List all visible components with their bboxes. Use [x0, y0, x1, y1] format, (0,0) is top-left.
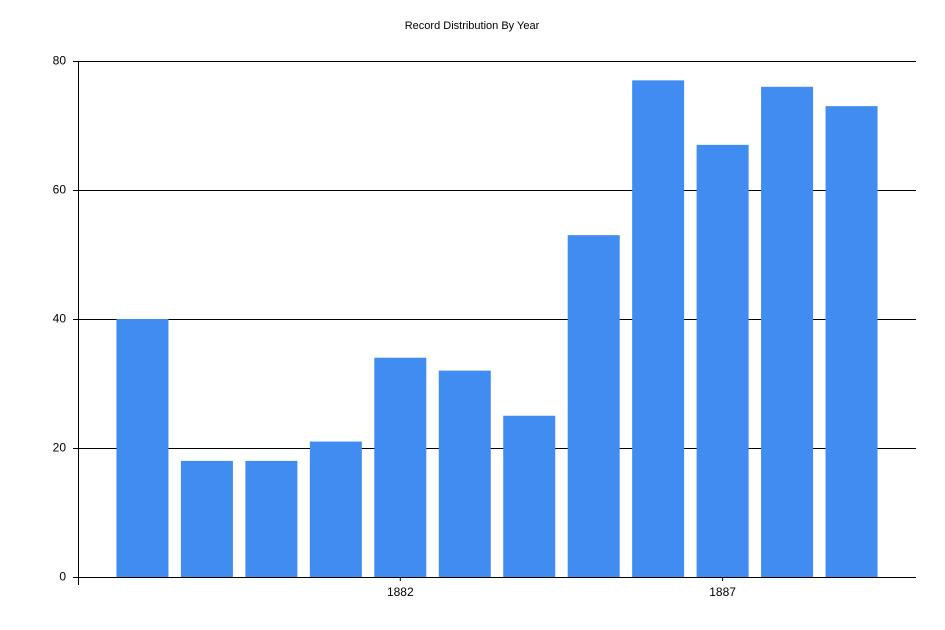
x-tick-label: 1882 — [387, 585, 414, 599]
bar — [245, 460, 298, 577]
bar — [309, 441, 362, 577]
bar — [632, 80, 685, 577]
bar — [116, 319, 169, 577]
y-tick-label: 40 — [53, 312, 67, 326]
y-tick-label: 80 — [53, 54, 67, 68]
bar — [438, 370, 491, 577]
x-tick-label: 1887 — [709, 585, 736, 599]
bar — [761, 86, 814, 578]
bar — [696, 144, 749, 577]
bar — [180, 460, 233, 577]
bar — [567, 235, 620, 577]
y-tick-label: 20 — [53, 441, 67, 455]
chart-title: Record Distribution By Year — [405, 20, 540, 32]
bar — [825, 106, 878, 578]
bar — [374, 357, 427, 577]
y-tick-label: 60 — [53, 183, 67, 197]
bar — [503, 415, 556, 577]
y-tick-label: 0 — [59, 570, 66, 584]
